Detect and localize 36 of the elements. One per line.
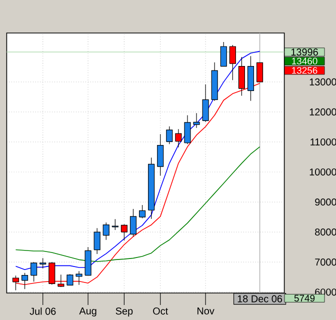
- y-tick-label: 13000: [310, 78, 336, 86]
- y-tick-label: 12000: [310, 108, 336, 116]
- candlestick: [120, 224, 128, 241]
- x-tick-label: Nov: [197, 308, 214, 314]
- candlestick: [130, 208, 137, 237]
- candlestick: [94, 228, 100, 254]
- candlestick: [193, 112, 200, 128]
- ref-line-label: 18 Dec 06: [238, 295, 282, 302]
- text: 5749: [294, 294, 315, 302]
- text: 13256: [292, 67, 318, 74]
- candlestick: [229, 44, 236, 80]
- candlestick: [40, 258, 46, 269]
- ref-line-label: 13996: [291, 48, 318, 56]
- candlestick: [30, 262, 38, 282]
- x-tick-label: Oct: [153, 308, 168, 315]
- y-tick-label: 11000: [310, 138, 336, 146]
- x-tick-label: Jul 06: [30, 308, 56, 315]
- y-tick-label: 9000: [315, 198, 336, 206]
- y-tick-label: 10000: [310, 168, 336, 176]
- candlestick: [184, 114, 191, 144]
- x-tick-label: Sep: [116, 308, 133, 317]
- candlestick: [175, 128, 182, 148]
- candlestick: [21, 272, 28, 290]
- candlestick: [220, 42, 227, 67]
- y-tick-label: 8000: [315, 228, 336, 236]
- candlestick: [102, 222, 110, 240]
- y-tick-label: 7000: [315, 258, 336, 266]
- text: 13460: [292, 58, 318, 64]
- candlestick: [202, 84, 209, 122]
- x-tick-label: Aug: [79, 308, 96, 316]
- candlestick: [76, 270, 82, 286]
- candlestick: [166, 126, 173, 144]
- candlestick: [112, 218, 118, 230]
- candlestick: [66, 274, 74, 286]
- candlestick: [138, 204, 146, 219]
- candlestick: [157, 134, 164, 176]
